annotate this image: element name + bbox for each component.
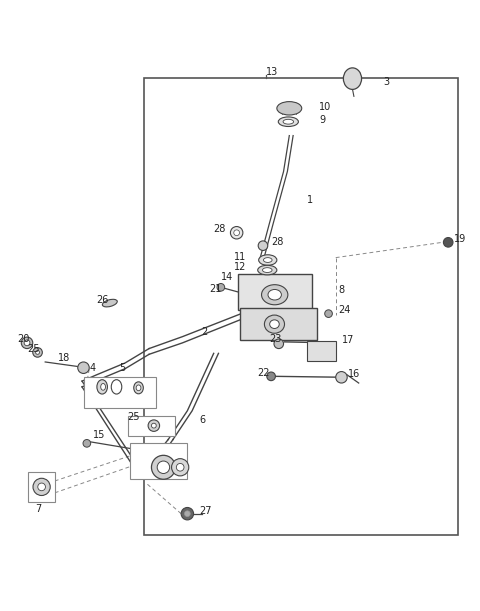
Circle shape	[78, 362, 89, 373]
Ellipse shape	[102, 299, 117, 307]
Text: 20: 20	[17, 334, 30, 344]
Bar	[128, 415, 175, 436]
Text: 21: 21	[209, 284, 221, 294]
Ellipse shape	[277, 101, 302, 115]
Ellipse shape	[134, 382, 144, 394]
Ellipse shape	[270, 320, 279, 329]
Ellipse shape	[258, 265, 277, 275]
Text: 6: 6	[199, 415, 205, 425]
Ellipse shape	[111, 379, 122, 394]
Circle shape	[176, 463, 184, 471]
Text: 22: 22	[257, 368, 269, 378]
Circle shape	[324, 310, 332, 318]
Circle shape	[152, 455, 175, 479]
Circle shape	[33, 478, 50, 496]
Text: 25: 25	[128, 412, 140, 422]
Circle shape	[184, 511, 190, 516]
Ellipse shape	[263, 268, 272, 273]
Text: 13: 13	[266, 67, 278, 78]
Bar	[240, 308, 317, 340]
Text: 19: 19	[455, 235, 467, 244]
Circle shape	[21, 337, 33, 348]
Text: 16: 16	[348, 369, 360, 379]
Ellipse shape	[136, 385, 141, 390]
Circle shape	[38, 483, 46, 491]
Text: 24: 24	[338, 306, 350, 315]
Ellipse shape	[268, 290, 281, 300]
Ellipse shape	[264, 258, 272, 263]
Ellipse shape	[283, 119, 294, 124]
Text: 11: 11	[234, 252, 247, 262]
Text: 28: 28	[214, 224, 226, 234]
Text: 7: 7	[35, 504, 41, 514]
Circle shape	[234, 230, 240, 236]
Ellipse shape	[264, 315, 285, 333]
Text: 14: 14	[221, 272, 233, 282]
Text: 23: 23	[270, 334, 282, 344]
Ellipse shape	[278, 117, 299, 126]
Circle shape	[148, 420, 159, 431]
Text: 28: 28	[271, 237, 284, 247]
Text: 26: 26	[96, 295, 109, 305]
Bar	[144, 78, 458, 535]
Circle shape	[83, 439, 91, 447]
Circle shape	[258, 241, 268, 251]
Circle shape	[274, 339, 284, 348]
Circle shape	[171, 459, 189, 476]
Text: 8: 8	[338, 285, 344, 295]
Ellipse shape	[101, 384, 106, 390]
Text: 12: 12	[234, 262, 247, 273]
Bar	[130, 444, 187, 479]
Circle shape	[33, 348, 42, 357]
Circle shape	[36, 351, 39, 354]
Text: 18: 18	[58, 353, 71, 363]
Ellipse shape	[97, 379, 108, 394]
Bar	[84, 377, 156, 408]
Bar	[307, 342, 336, 362]
Circle shape	[336, 371, 347, 383]
Circle shape	[217, 284, 225, 291]
Circle shape	[267, 372, 276, 381]
Text: 15: 15	[93, 430, 105, 440]
Text: 27: 27	[199, 507, 212, 516]
Text: 17: 17	[341, 335, 354, 345]
Text: 3: 3	[384, 77, 390, 87]
Circle shape	[152, 423, 156, 428]
Text: 2: 2	[201, 327, 207, 337]
Text: 5: 5	[120, 363, 126, 373]
Circle shape	[157, 461, 169, 474]
Text: 10: 10	[319, 103, 331, 112]
Circle shape	[444, 238, 453, 247]
Circle shape	[181, 508, 193, 520]
Text: 9: 9	[319, 115, 325, 125]
Ellipse shape	[343, 68, 361, 89]
Text: 1: 1	[307, 195, 313, 205]
Text: 25: 25	[27, 343, 39, 354]
Ellipse shape	[262, 285, 288, 305]
Circle shape	[230, 227, 243, 239]
Bar	[238, 274, 312, 310]
Ellipse shape	[259, 255, 277, 265]
Bar	[28, 472, 55, 502]
Circle shape	[24, 340, 30, 346]
Text: 4: 4	[89, 363, 96, 373]
